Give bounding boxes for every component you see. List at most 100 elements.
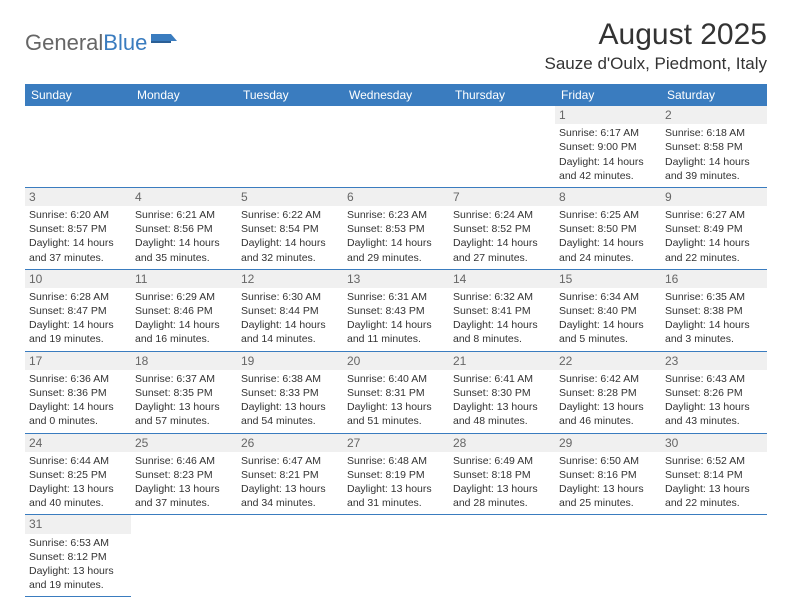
sunrise-text: Sunrise: 6:50 AM bbox=[559, 454, 657, 468]
sunrise-text: Sunrise: 6:52 AM bbox=[665, 454, 763, 468]
daylight-text: Daylight: 14 hours and 29 minutes. bbox=[347, 236, 445, 264]
day-number: 29 bbox=[555, 434, 661, 452]
month-title: August 2025 bbox=[545, 18, 767, 52]
sunset-text: Sunset: 9:00 PM bbox=[559, 140, 657, 154]
day-number: 18 bbox=[131, 352, 237, 370]
daylight-text: Daylight: 13 hours and 28 minutes. bbox=[453, 482, 551, 510]
sunset-text: Sunset: 8:57 PM bbox=[29, 222, 127, 236]
daylight-text: Daylight: 14 hours and 24 minutes. bbox=[559, 236, 657, 264]
day-number: 25 bbox=[131, 434, 237, 452]
daylight-text: Daylight: 14 hours and 19 minutes. bbox=[29, 318, 127, 346]
daylight-text: Daylight: 14 hours and 16 minutes. bbox=[135, 318, 233, 346]
calendar-day-cell: 3Sunrise: 6:20 AMSunset: 8:57 PMDaylight… bbox=[25, 187, 131, 269]
logo: GeneralBlue bbox=[25, 18, 177, 56]
calendar-week-row: 24Sunrise: 6:44 AMSunset: 8:25 PMDayligh… bbox=[25, 433, 767, 515]
calendar-day-cell: 24 Sunrise: 6:44 AMSunset: 8:25 PMDayligh… bbox=[25, 433, 131, 515]
daylight-text: Daylight: 13 hours and 43 minutes. bbox=[665, 400, 763, 428]
sunset-text: Sunset: 8:36 PM bbox=[29, 386, 127, 400]
sunset-text: Sunset: 8:52 PM bbox=[453, 222, 551, 236]
day-number: 13 bbox=[343, 270, 449, 288]
daylight-text: Daylight: 13 hours and 19 minutes. bbox=[29, 564, 127, 592]
calendar-empty-cell bbox=[555, 515, 661, 597]
calendar-day-cell: 26Sunrise: 6:47 AMSunset: 8:21 PMDayligh… bbox=[237, 433, 343, 515]
daylight-text: Daylight: 13 hours and 51 minutes. bbox=[347, 400, 445, 428]
calendar-day-cell: 29Sunrise: 6:50 AMSunset: 8:16 PMDayligh… bbox=[555, 433, 661, 515]
calendar-empty-cell bbox=[343, 515, 449, 597]
daylight-text: Daylight: 14 hours and 22 minutes. bbox=[665, 236, 763, 264]
calendar-week-row: 10Sunrise: 6:28 AMSunset: 8:47 PMDayligh… bbox=[25, 269, 767, 351]
day-header: Thursday bbox=[449, 84, 555, 106]
daylight-text: Daylight: 14 hours and 27 minutes. bbox=[453, 236, 551, 264]
sunrise-text: Sunrise: 6:41 AM bbox=[453, 372, 551, 386]
calendar-body: 1Sunrise: 6:17 AMSunset: 9:00 PMDaylight… bbox=[25, 106, 767, 597]
sunset-text: Sunset: 8:53 PM bbox=[347, 222, 445, 236]
sunset-text: Sunset: 8:49 PM bbox=[665, 222, 763, 236]
sunset-text: Sunset: 8:38 PM bbox=[665, 304, 763, 318]
calendar-day-cell: 4Sunrise: 6:21 AMSunset: 8:56 PMDaylight… bbox=[131, 187, 237, 269]
title-block: August 2025 Sauze d'Oulx, Piedmont, Ital… bbox=[545, 18, 767, 74]
sunset-text: Sunset: 8:44 PM bbox=[241, 304, 339, 318]
sunrise-text: Sunrise: 6:47 AM bbox=[241, 454, 339, 468]
calendar-day-cell: 11Sunrise: 6:29 AMSunset: 8:46 PMDayligh… bbox=[131, 269, 237, 351]
sunrise-text: Sunrise: 6:49 AM bbox=[453, 454, 551, 468]
sunrise-text: Sunrise: 6:32 AM bbox=[453, 290, 551, 304]
sunrise-text: Sunrise: 6:23 AM bbox=[347, 208, 445, 222]
day-header: Wednesday bbox=[343, 84, 449, 106]
day-number: 16 bbox=[661, 270, 767, 288]
sunset-text: Sunset: 8:25 PM bbox=[29, 468, 127, 482]
day-number: 21 bbox=[449, 352, 555, 370]
day-number: 15 bbox=[555, 270, 661, 288]
sunset-text: Sunset: 8:30 PM bbox=[453, 386, 551, 400]
day-number: 6 bbox=[343, 188, 449, 206]
sunrise-text: Sunrise: 6:30 AM bbox=[241, 290, 339, 304]
daylight-text: Daylight: 13 hours and 34 minutes. bbox=[241, 482, 339, 510]
sunrise-text: Sunrise: 6:21 AM bbox=[135, 208, 233, 222]
sunset-text: Sunset: 8:46 PM bbox=[135, 304, 233, 318]
day-number: 2 bbox=[661, 106, 767, 124]
sunrise-text: Sunrise: 6:43 AM bbox=[665, 372, 763, 386]
day-number: 9 bbox=[661, 188, 767, 206]
day-number: 23 bbox=[661, 352, 767, 370]
sunrise-text: Sunrise: 6:46 AM bbox=[135, 454, 233, 468]
calendar-day-cell: 19Sunrise: 6:38 AMSunset: 8:33 PMDayligh… bbox=[237, 351, 343, 433]
day-number: 11 bbox=[131, 270, 237, 288]
sunrise-text: Sunrise: 6:40 AM bbox=[347, 372, 445, 386]
sunrise-text: Sunrise: 6:44 AM bbox=[29, 454, 127, 468]
calendar-day-cell: 10Sunrise: 6:28 AMSunset: 8:47 PMDayligh… bbox=[25, 269, 131, 351]
day-number: 31 bbox=[25, 515, 131, 533]
calendar-empty-cell bbox=[131, 106, 237, 187]
sunset-text: Sunset: 8:54 PM bbox=[241, 222, 339, 236]
sunset-text: Sunset: 8:21 PM bbox=[241, 468, 339, 482]
logo-text-general: General bbox=[25, 30, 103, 56]
sunrise-text: Sunrise: 6:36 AM bbox=[29, 372, 127, 386]
day-number: 27 bbox=[343, 434, 449, 452]
sunset-text: Sunset: 8:14 PM bbox=[665, 468, 763, 482]
daylight-text: Daylight: 13 hours and 40 minutes. bbox=[29, 482, 127, 510]
calendar-day-cell: 6 Sunrise: 6:23 AMSunset: 8:53 PMDaylight… bbox=[343, 187, 449, 269]
calendar-empty-cell bbox=[343, 106, 449, 187]
calendar-day-cell: 15Sunrise: 6:34 AMSunset: 8:40 PMDayligh… bbox=[555, 269, 661, 351]
daylight-text: Daylight: 13 hours and 48 minutes. bbox=[453, 400, 551, 428]
calendar-empty-cell bbox=[237, 106, 343, 187]
sunset-text: Sunset: 8:16 PM bbox=[559, 468, 657, 482]
calendar-empty-cell bbox=[449, 515, 555, 597]
sunset-text: Sunset: 8:50 PM bbox=[559, 222, 657, 236]
day-number: 22 bbox=[555, 352, 661, 370]
sunrise-text: Sunrise: 6:17 AM bbox=[559, 126, 657, 140]
sunrise-text: Sunrise: 6:22 AM bbox=[241, 208, 339, 222]
sunrise-text: Sunrise: 6:48 AM bbox=[347, 454, 445, 468]
day-number: 30 bbox=[661, 434, 767, 452]
daylight-text: Daylight: 14 hours and 0 minutes. bbox=[29, 400, 127, 428]
calendar-empty-cell bbox=[449, 106, 555, 187]
day-number: 24 bbox=[25, 434, 131, 452]
day-number: 10 bbox=[25, 270, 131, 288]
day-number: 20 bbox=[343, 352, 449, 370]
sunrise-text: Sunrise: 6:34 AM bbox=[559, 290, 657, 304]
day-number: 28 bbox=[449, 434, 555, 452]
sunrise-text: Sunrise: 6:42 AM bbox=[559, 372, 657, 386]
sunset-text: Sunset: 8:26 PM bbox=[665, 386, 763, 400]
day-header: Friday bbox=[555, 84, 661, 106]
sunset-text: Sunset: 8:47 PM bbox=[29, 304, 127, 318]
sunset-text: Sunset: 8:41 PM bbox=[453, 304, 551, 318]
calendar-day-cell: 7Sunrise: 6:24 AMSunset: 8:52 PMDaylight… bbox=[449, 187, 555, 269]
